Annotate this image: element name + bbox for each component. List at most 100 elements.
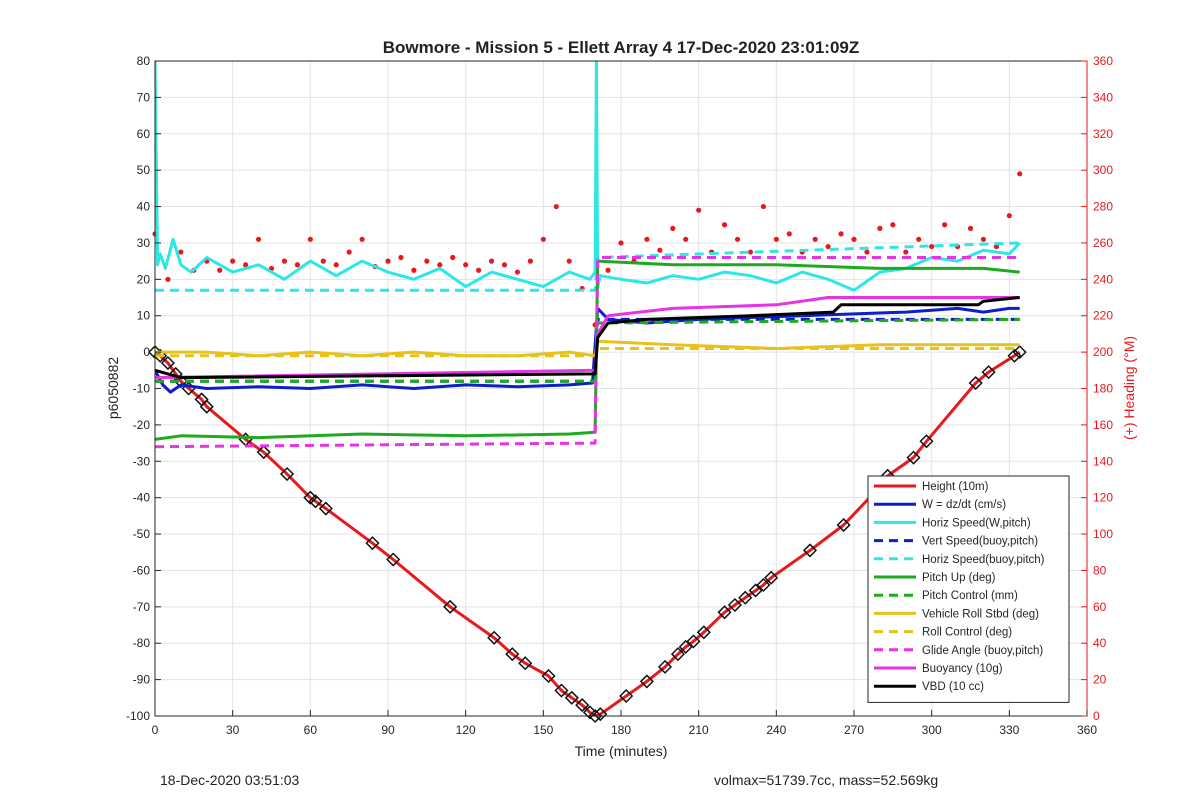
heading-point — [683, 236, 689, 242]
legend-label: Roll Control (deg) — [922, 627, 1012, 639]
heading-point — [696, 207, 702, 213]
y2-tick-label: 160 — [1093, 418, 1113, 432]
chart-title: Bowmore - Mission 5 - Ellett Array 4 17-… — [383, 38, 860, 57]
legend-label: VBD (10 cc) — [922, 681, 984, 693]
y-tick-label: 50 — [137, 163, 151, 177]
height-marker — [727, 597, 742, 613]
heading-point — [618, 240, 624, 246]
heading-point — [165, 276, 171, 282]
heading-point — [993, 243, 999, 250]
heading-point — [721, 222, 728, 228]
series-line — [155, 61, 1021, 292]
heading-point — [644, 236, 650, 242]
height-marker — [619, 688, 634, 704]
y-axis-label: p6050882 — [105, 357, 121, 420]
heading-point — [307, 236, 313, 242]
y-tick-label: -20 — [133, 418, 151, 432]
height-marker — [717, 605, 732, 620]
height-marker — [836, 517, 851, 533]
height-marker — [541, 668, 556, 684]
y2-tick-label: 360 — [1093, 54, 1113, 68]
y-tick-label: -80 — [133, 636, 151, 650]
height-marker — [919, 434, 934, 449]
series-line — [155, 296, 1020, 380]
y-tick-label: 80 — [137, 54, 151, 68]
height-marker — [173, 374, 188, 389]
y2-tick-label: 0 — [1093, 709, 1100, 723]
heading-point — [734, 236, 741, 242]
height-marker — [764, 570, 779, 585]
height-marker — [802, 543, 818, 558]
heading-point — [812, 236, 818, 242]
height-marker — [518, 656, 533, 671]
legend-label: Horiz Speed(buoy,pitch) — [922, 554, 1045, 566]
heading-point — [294, 262, 300, 268]
y-tick-label: -60 — [133, 563, 151, 577]
y2-tick-label: 80 — [1093, 563, 1107, 577]
height-marker — [386, 552, 401, 567]
height-marker — [981, 365, 996, 380]
y-tick-label: -70 — [133, 600, 151, 614]
x-axis-label: Time (minutes) — [575, 743, 668, 759]
height-marker — [199, 399, 214, 414]
height-marker — [564, 690, 579, 705]
heading-point — [411, 267, 417, 273]
y-tick-label: 60 — [137, 127, 151, 141]
height-marker — [906, 450, 921, 465]
x-tick-label: 90 — [381, 723, 395, 737]
series-layer — [147, 61, 1027, 724]
height-marker — [748, 583, 763, 598]
height-marker — [308, 494, 323, 509]
y-tick-label: -40 — [133, 491, 151, 505]
y2-tick-label: 20 — [1093, 673, 1107, 687]
height-marker — [639, 674, 654, 689]
height-marker — [670, 647, 686, 662]
heading-point — [851, 236, 857, 242]
heading-point — [605, 267, 611, 273]
legend-label: Height (10m) — [922, 481, 989, 493]
series-line — [155, 306, 1020, 394]
y2-tick-label: 300 — [1093, 163, 1113, 177]
height-marker — [554, 683, 569, 698]
heading-point — [243, 262, 249, 268]
y2-tick-label: 40 — [1093, 636, 1107, 650]
heading-point — [514, 269, 521, 275]
legend-label: Vert Speed(buoy,pitch) — [922, 536, 1038, 548]
heading-point — [281, 258, 288, 264]
x-tick-label: 30 — [226, 723, 240, 737]
x-tick-label: 300 — [922, 723, 942, 737]
heading-point — [217, 267, 223, 273]
heading-point — [333, 262, 339, 268]
y-tick-label: 10 — [137, 309, 151, 323]
heading-point — [877, 225, 883, 231]
legend-label: Pitch Up (deg) — [922, 572, 996, 584]
heading-point — [553, 203, 559, 210]
heading-point — [825, 243, 831, 250]
heading-point — [890, 222, 896, 228]
heading-point — [967, 225, 974, 231]
heading-point — [527, 258, 533, 264]
y-tick-label: -100 — [126, 709, 150, 723]
height-marker — [505, 647, 520, 662]
x-tick-label: 270 — [844, 723, 864, 737]
height-marker — [657, 659, 673, 674]
y2-tick-label: 340 — [1093, 90, 1113, 104]
x-tick-label: 330 — [999, 723, 1019, 737]
heading-point — [424, 258, 430, 264]
heading-point — [747, 249, 754, 255]
heading-point — [786, 231, 792, 237]
legend-label: Vehicle Roll Stbd (deg) — [922, 608, 1039, 620]
heading-point — [359, 236, 365, 242]
axes: 0 30 60 90 120 150 180 210 240 270 300 330 360807060… — [126, 54, 1113, 737]
heading-point — [566, 258, 572, 264]
legend-label: W = dz/dt (cm/s) — [922, 499, 1006, 511]
heading-point — [346, 249, 352, 255]
y-tick-label: 40 — [137, 200, 151, 214]
heading-point — [929, 243, 935, 250]
heading-point — [398, 254, 404, 261]
heading-point — [657, 247, 663, 253]
y-tick-label: -30 — [133, 454, 151, 468]
x-tick-label: 210 — [689, 723, 709, 737]
height-marker — [678, 639, 693, 654]
